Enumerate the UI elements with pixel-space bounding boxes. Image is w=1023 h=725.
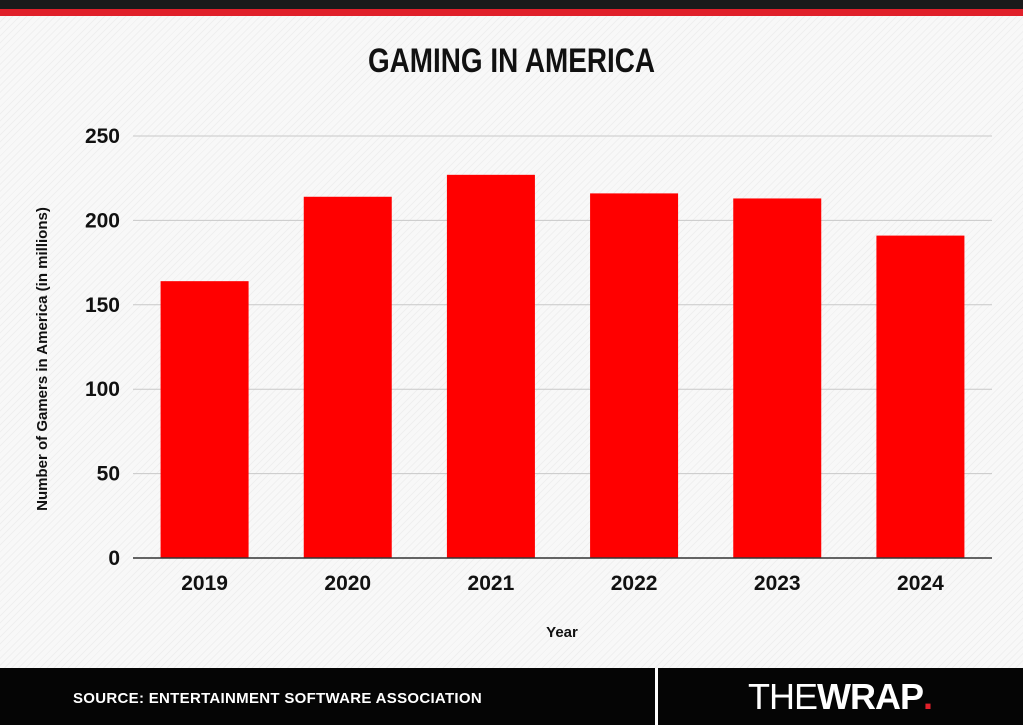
- logo-the-text: THE: [748, 676, 818, 717]
- bar-2020: [303, 196, 392, 558]
- gridlines: [133, 135, 992, 475]
- y-tick-label: 50: [97, 463, 120, 486]
- footer: SOURCE: ENTERTAINMENT SOFTWARE ASSOCIATI…: [0, 668, 1023, 725]
- y-tick-label: 250: [85, 125, 120, 148]
- footer-divider: [655, 668, 658, 725]
- logo-wrap-text: WRAP: [817, 676, 924, 717]
- y-tick-label: 150: [85, 294, 120, 317]
- y-axis-label: Number of Gamers in America (in millions…: [34, 207, 51, 511]
- bar-2022: [590, 193, 679, 558]
- bar-2019: [160, 281, 249, 558]
- bars: [160, 174, 965, 559]
- x-tick-labels: 2019 2020 2021 2022 2023 2024: [181, 572, 944, 595]
- x-tick-label: 2024: [897, 572, 944, 595]
- x-tick-label: 2022: [611, 572, 658, 595]
- x-tick-label: 2021: [468, 572, 515, 595]
- logo-dot: .: [923, 676, 934, 717]
- y-tick-label: 0: [108, 547, 120, 570]
- chart-title: GAMING IN AMERICA: [367, 42, 656, 80]
- y-tick-labels: 0 50 100 150 200 250: [85, 125, 120, 570]
- x-axis-label: Year: [546, 624, 578, 641]
- y-tick-label: 200: [85, 209, 120, 232]
- bar-2023: [733, 198, 822, 558]
- y-tick-label: 100: [85, 378, 120, 401]
- x-tick-label: 2023: [754, 572, 801, 595]
- top-accent-stripe: [0, 9, 1023, 16]
- bar-2024: [876, 235, 965, 559]
- bar-chart: 0 50 100 150 200 250 2019 2020 2021 2022 2023 2024…: [34, 125, 992, 641]
- source-credit: SOURCE: ENTERTAINMENT SOFTWARE ASSOCIATI…: [73, 690, 482, 707]
- bar-2021: [446, 174, 535, 558]
- top-bar: [0, 0, 1023, 9]
- x-tick-label: 2020: [324, 572, 371, 595]
- thewrap-logo: THEWRAP.: [748, 677, 933, 717]
- x-tick-label: 2019: [181, 572, 228, 595]
